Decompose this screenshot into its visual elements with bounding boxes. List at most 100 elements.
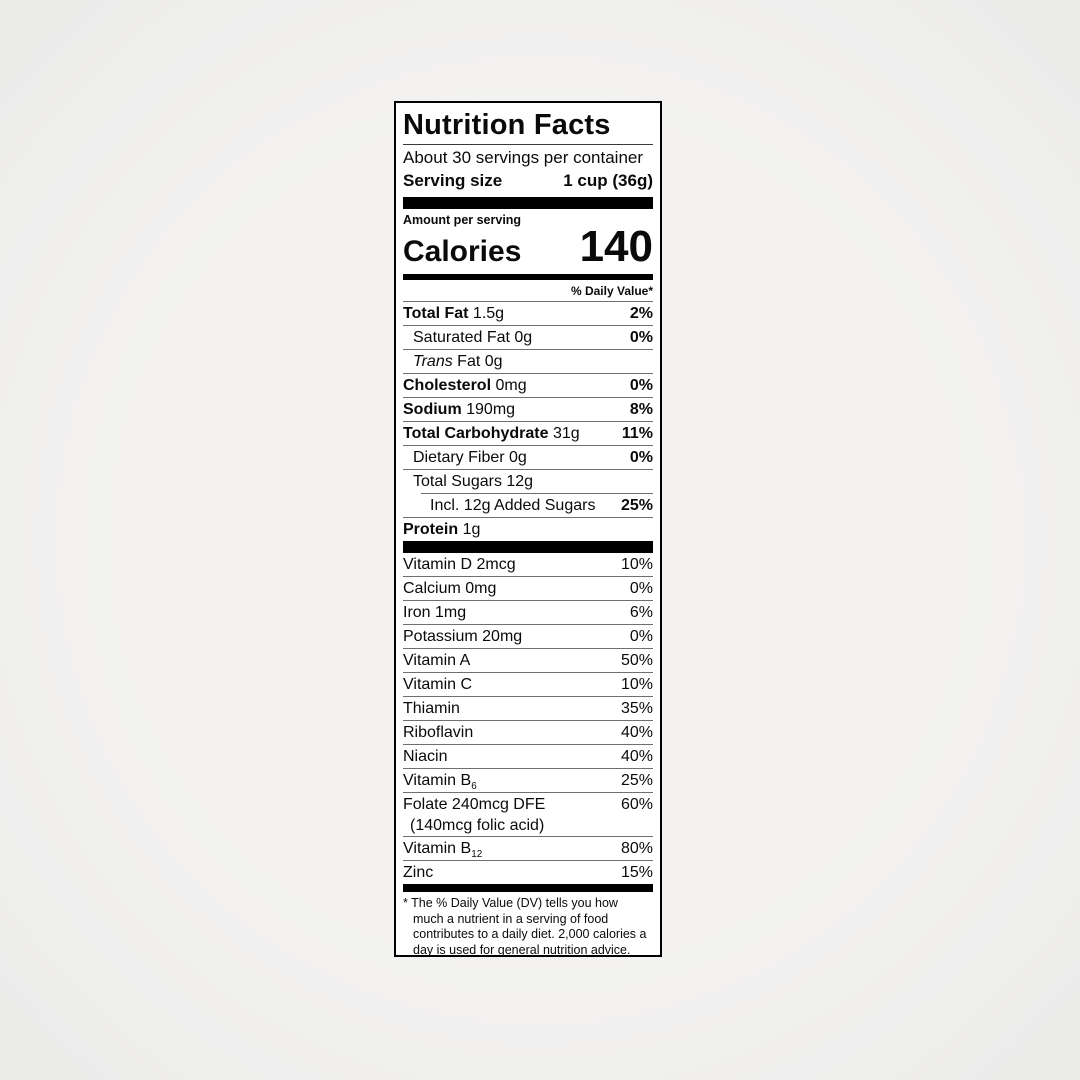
nutrient-row: Trans Fat 0g — [403, 350, 653, 373]
daily-value: 2% — [629, 305, 653, 322]
serving-size-label: Serving size — [403, 171, 503, 190]
row-divider — [403, 373, 653, 374]
nutrient-name: Niacin — [403, 748, 448, 765]
vitamin-row: Zinc 15% — [403, 861, 653, 884]
calories-row: Calories 140 — [403, 222, 653, 271]
daily-value: 60% — [620, 796, 653, 813]
nutrient-name: Thiamin — [403, 700, 460, 717]
row-divider — [403, 445, 653, 446]
nutrient-row: Total Sugars 12g — [403, 470, 653, 493]
daily-value: 0% — [629, 329, 653, 346]
title-divider — [403, 144, 653, 145]
nutrient-name: Riboflavin — [403, 724, 474, 741]
vitamin-row: Iron 1mg 6% — [403, 601, 653, 624]
nutrient-rows: Total Fat 1.5g 2% Saturated Fat 0g 0% Trans … — [403, 302, 653, 541]
nutrient-name: Zinc — [403, 864, 434, 881]
calories-value: 140 — [579, 222, 653, 271]
daily-value: 15% — [620, 864, 653, 881]
nutrient-row: Total Fat 1.5g 2% — [403, 302, 653, 325]
vitamin-rows: Vitamin D 2mcg 10% Calcium 0mg 0% Iron 1mg 6%… — [403, 553, 653, 884]
serving-size-row: Serving size 1 cup (36g) — [403, 169, 653, 192]
row-divider — [403, 672, 653, 673]
daily-value-header: % Daily Value* — [403, 280, 653, 302]
footnote-text-body: The % Daily Value (DV) tells you how muc… — [411, 896, 647, 957]
nutrient-name: Total Carbohydrate 31g — [403, 425, 580, 442]
vitamin-row: Thiamin 35% — [403, 697, 653, 720]
nutrient-name: Total Fat 1.5g — [403, 305, 505, 322]
row-divider — [403, 576, 653, 577]
daily-value: 0% — [629, 628, 653, 645]
nutrient-name: Vitamin D 2mcg — [403, 556, 516, 573]
row-divider — [403, 421, 653, 422]
nutrient-row: Incl. 12g Added Sugars 25% — [403, 494, 653, 517]
vitamin-row: Vitamin A 50% — [403, 649, 653, 672]
vitamin-row: Riboflavin 40% — [403, 721, 653, 744]
daily-value: 0% — [629, 580, 653, 597]
footnote: * The % Daily Value (DV) tells you how m… — [403, 896, 653, 958]
section-bar-bottom — [403, 884, 653, 892]
nutrition-facts-label: Nutrition Facts About 30 servings per co… — [394, 101, 662, 957]
calories-label: Calories — [403, 235, 522, 268]
nutrient-row: Dietary Fiber 0g 0% — [403, 446, 653, 469]
daily-value: 35% — [620, 700, 653, 717]
nutrient-name: Sodium 190mg — [403, 401, 516, 418]
row-divider — [403, 349, 653, 350]
daily-value: 10% — [620, 676, 653, 693]
daily-value: 10% — [620, 556, 653, 573]
nutrient-name: Trans Fat 0g — [413, 353, 503, 370]
amount-per-serving: Amount per serving — [403, 213, 522, 227]
nutrient-name-line2: (140mcg folic acid) — [410, 817, 545, 834]
vitamin-row: Niacin 40% — [403, 745, 653, 768]
daily-value: 40% — [620, 748, 653, 765]
daily-value: 0% — [629, 377, 653, 394]
daily-value: 50% — [620, 652, 653, 669]
nutrient-name: Folate 240mcg DFE (140mcg folic acid) — [403, 796, 546, 834]
vitamin-row: Potassium 20mg 0% — [403, 625, 653, 648]
section-bar-top — [403, 197, 653, 209]
nutrient-row: Cholesterol 0mg 0% — [403, 374, 653, 397]
row-divider — [403, 600, 653, 601]
row-divider — [403, 768, 653, 769]
nutrient-name: Iron 1mg — [403, 604, 467, 621]
nutrient-name: Total Sugars 12g — [413, 473, 534, 490]
nutrient-row: Total Carbohydrate 31g 11% — [403, 422, 653, 445]
row-divider — [403, 517, 653, 518]
daily-value: 80% — [620, 840, 653, 857]
row-divider — [403, 696, 653, 697]
daily-value: 25% — [620, 497, 653, 514]
nutrient-name: Protein 1g — [403, 521, 481, 538]
calories-divider-bar — [403, 274, 653, 280]
row-divider — [403, 624, 653, 625]
row-divider — [403, 744, 653, 745]
daily-value: 8% — [629, 401, 653, 418]
vitamin-row: Vitamin B12 80% — [403, 837, 653, 860]
row-divider — [403, 397, 653, 398]
nutrient-row: Saturated Fat 0g 0% — [403, 326, 653, 349]
vitamin-row: Calcium 0mg 0% — [403, 577, 653, 600]
daily-value: 25% — [620, 772, 653, 789]
row-divider — [403, 720, 653, 721]
daily-value: 6% — [629, 604, 653, 621]
nutrient-row: Sodium 190mg 8% — [403, 398, 653, 421]
section-bar-middle — [403, 541, 653, 553]
nutrient-name: Cholesterol 0mg — [403, 377, 527, 394]
row-divider — [403, 836, 653, 837]
nutrient-name: Calcium 0mg — [403, 580, 497, 597]
vitamin-row: Folate 240mcg DFE (140mcg folic acid) 60% — [403, 793, 653, 836]
nutrient-name: Saturated Fat 0g — [413, 329, 533, 346]
vitamin-row: Vitamin D 2mcg 10% — [403, 553, 653, 576]
nutrient-name: Vitamin B6 — [403, 772, 477, 793]
serving-size-value: 1 cup (36g) — [563, 171, 653, 190]
row-divider — [421, 493, 653, 494]
nutrient-name: Potassium 20mg — [403, 628, 523, 645]
daily-value: 40% — [620, 724, 653, 741]
daily-value: 0% — [629, 449, 653, 466]
row-divider — [403, 792, 653, 793]
nutrient-name: Vitamin B12 — [403, 840, 483, 861]
row-divider — [403, 469, 653, 470]
label-title: Nutrition Facts — [403, 109, 611, 141]
nutrient-name: Dietary Fiber 0g — [413, 449, 527, 466]
nutrient-row: Protein 1g — [403, 518, 653, 541]
footnote-marker: * — [403, 896, 408, 910]
